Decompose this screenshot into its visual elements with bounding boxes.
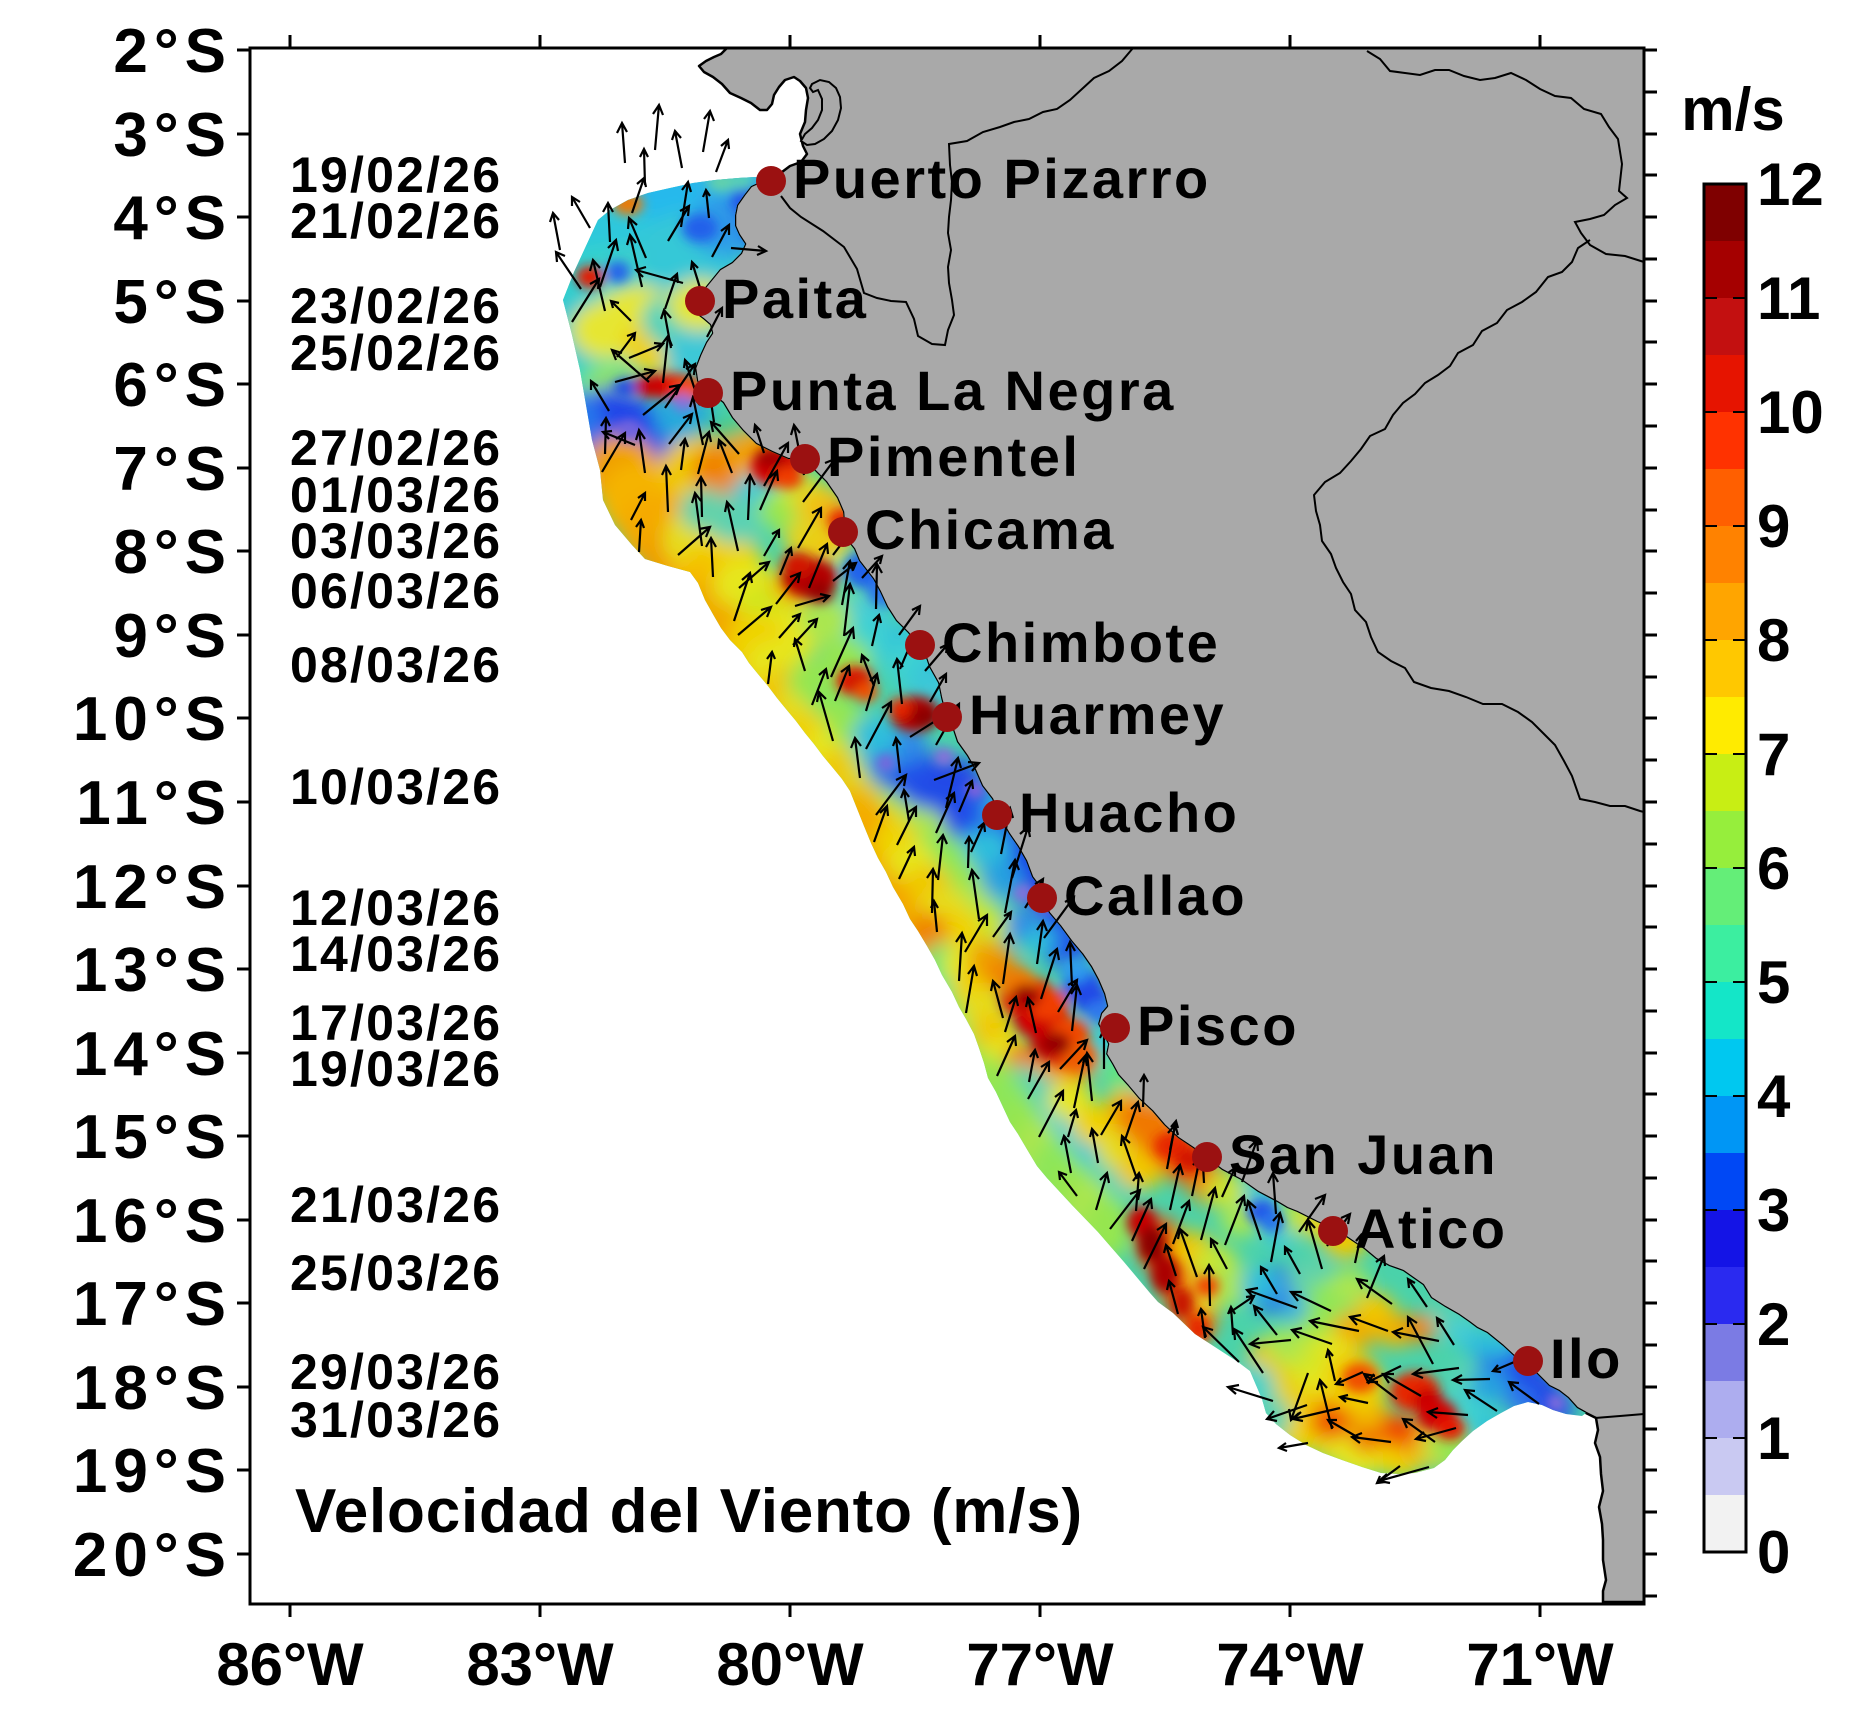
svg-text:25/02/26: 25/02/26	[290, 325, 502, 381]
svg-text:11°S: 11°S	[76, 769, 232, 838]
svg-text:12/03/26: 12/03/26	[290, 880, 502, 936]
svg-text:9°S: 9°S	[113, 602, 232, 671]
svg-text:Punta La Negra: Punta La Negra	[730, 359, 1176, 422]
svg-text:12°S: 12°S	[73, 853, 232, 922]
svg-text:31/03/26: 31/03/26	[290, 1392, 502, 1448]
svg-text:2°S: 2°S	[113, 17, 232, 86]
svg-text:17/03/26: 17/03/26	[290, 995, 502, 1051]
svg-text:01/03/26: 01/03/26	[290, 467, 502, 523]
svg-text:27/02/26: 27/02/26	[290, 420, 502, 476]
svg-text:14°S: 14°S	[73, 1020, 232, 1089]
svg-text:Paita: Paita	[722, 267, 868, 330]
svg-text:3: 3	[1757, 1177, 1790, 1244]
svg-text:21/02/26: 21/02/26	[290, 193, 502, 249]
svg-text:3°S: 3°S	[113, 101, 232, 170]
svg-text:4: 4	[1757, 1063, 1791, 1130]
svg-text:15°S: 15°S	[73, 1103, 232, 1172]
svg-text:17°S: 17°S	[73, 1270, 232, 1339]
svg-text:8°S: 8°S	[113, 518, 232, 587]
svg-text:Pisco: Pisco	[1137, 994, 1299, 1057]
svg-text:80°W: 80°W	[716, 1631, 864, 1698]
svg-text:29/03/26: 29/03/26	[290, 1344, 502, 1400]
svg-text:25/03/26: 25/03/26	[290, 1245, 502, 1301]
svg-text:8: 8	[1757, 607, 1790, 674]
svg-text:13°S: 13°S	[73, 936, 232, 1005]
svg-text:5°S: 5°S	[113, 268, 232, 337]
svg-text:5: 5	[1757, 949, 1790, 1016]
svg-text:06/03/26: 06/03/26	[290, 563, 502, 619]
svg-text:10: 10	[1757, 379, 1824, 446]
svg-text:Ilo: Ilo	[1550, 1327, 1623, 1390]
svg-text:Huacho: Huacho	[1019, 781, 1239, 844]
svg-text:Huarmey: Huarmey	[969, 683, 1226, 746]
svg-text:m/s: m/s	[1681, 76, 1784, 143]
svg-text:77°W: 77°W	[966, 1631, 1114, 1698]
svg-text:Puerto Pizarro: Puerto Pizarro	[793, 147, 1211, 210]
svg-text:71°W: 71°W	[1466, 1631, 1614, 1698]
svg-text:9: 9	[1757, 493, 1790, 560]
svg-text:19°S: 19°S	[73, 1437, 232, 1506]
svg-text:Pimentel: Pimentel	[827, 425, 1080, 488]
svg-text:23/02/26: 23/02/26	[290, 278, 502, 334]
svg-text:Velocidad del Viento (m/s): Velocidad del Viento (m/s)	[295, 1477, 1083, 1546]
svg-text:10/03/26: 10/03/26	[290, 759, 502, 815]
svg-text:11: 11	[1757, 265, 1820, 332]
svg-text:Chimbote: Chimbote	[942, 611, 1220, 674]
svg-text:12: 12	[1757, 151, 1824, 218]
svg-text:6: 6	[1757, 835, 1790, 902]
svg-text:83°W: 83°W	[466, 1631, 614, 1698]
svg-text:4°S: 4°S	[113, 184, 232, 253]
svg-text:21/03/26: 21/03/26	[290, 1177, 502, 1233]
svg-text:18°S: 18°S	[73, 1354, 232, 1423]
svg-text:19/03/26: 19/03/26	[290, 1041, 502, 1097]
svg-text:10°S: 10°S	[73, 685, 232, 754]
svg-text:14/03/26: 14/03/26	[290, 926, 502, 982]
svg-text:2: 2	[1757, 1291, 1790, 1358]
svg-text:86°W: 86°W	[216, 1631, 364, 1698]
svg-text:0: 0	[1757, 1519, 1790, 1586]
svg-text:1: 1	[1757, 1405, 1790, 1472]
svg-text:03/03/26: 03/03/26	[290, 513, 502, 569]
svg-text:San Juan: San Juan	[1229, 1123, 1498, 1186]
svg-text:Chicama: Chicama	[865, 498, 1116, 561]
svg-text:6°S: 6°S	[113, 351, 232, 420]
svg-text:Callao: Callao	[1064, 864, 1247, 927]
svg-text:08/03/26: 08/03/26	[290, 637, 502, 693]
svg-text:19/02/26: 19/02/26	[290, 147, 502, 203]
svg-text:16°S: 16°S	[73, 1187, 232, 1256]
svg-text:Atico: Atico	[1355, 1197, 1508, 1260]
svg-text:20°S: 20°S	[73, 1521, 232, 1590]
svg-text:74°W: 74°W	[1216, 1631, 1364, 1698]
svg-text:7°S: 7°S	[113, 435, 232, 504]
svg-text:7: 7	[1757, 721, 1790, 788]
